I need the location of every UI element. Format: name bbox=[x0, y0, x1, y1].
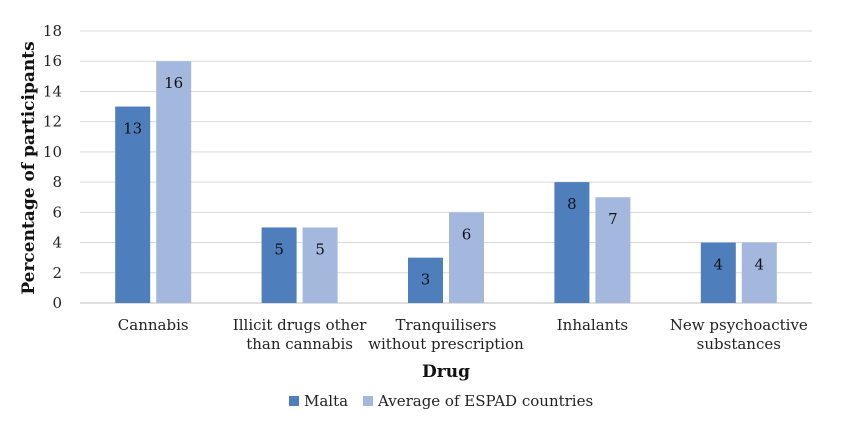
y-tick-label: 12 bbox=[43, 113, 62, 131]
y-axis-ticks: 0 2 4 6 8 10 12 14 16 18 bbox=[43, 22, 62, 312]
data-label: 4 bbox=[714, 256, 724, 274]
y-tick-label: 2 bbox=[52, 264, 62, 282]
bar bbox=[449, 212, 484, 303]
y-tick-label: 10 bbox=[43, 143, 62, 161]
gridlines bbox=[80, 30, 812, 304]
bars bbox=[115, 61, 777, 303]
legend-swatch bbox=[289, 396, 299, 406]
bar bbox=[156, 61, 192, 303]
data-label: 8 bbox=[567, 195, 577, 213]
bar bbox=[115, 106, 151, 303]
legend: Malta Average of ESPAD countries bbox=[289, 392, 593, 410]
y-tick-label: 0 bbox=[52, 294, 62, 312]
x-axis-categories: Cannabis Illicit drugs other than cannabis… bbox=[118, 316, 808, 353]
data-label: 13 bbox=[123, 120, 142, 138]
bar bbox=[302, 227, 338, 303]
data-label: 3 bbox=[421, 271, 431, 289]
x-category-label: Cannabis bbox=[118, 316, 189, 334]
y-tick-label: 14 bbox=[43, 82, 62, 100]
x-category-label: New psychoactive substances bbox=[670, 316, 808, 353]
y-tick-label: 8 bbox=[52, 173, 62, 191]
data-label: 5 bbox=[274, 240, 284, 258]
data-label: 6 bbox=[462, 225, 472, 243]
legend-label: Malta bbox=[304, 392, 348, 410]
y-tick-label: 6 bbox=[52, 203, 62, 221]
bar bbox=[700, 242, 736, 303]
y-axis-title: Percentage of participants bbox=[19, 41, 39, 294]
bar bbox=[595, 197, 631, 303]
bar bbox=[554, 182, 590, 303]
data-label: 7 bbox=[608, 210, 618, 228]
data-label: 4 bbox=[755, 256, 765, 274]
y-tick-label: 16 bbox=[43, 52, 62, 70]
x-category-label: Illicit drugs other than cannabis bbox=[233, 316, 367, 353]
legend-swatch bbox=[363, 396, 373, 406]
data-label: 5 bbox=[315, 240, 325, 258]
legend-label: Average of ESPAD countries bbox=[377, 392, 593, 410]
bar bbox=[261, 227, 297, 303]
y-tick-label: 4 bbox=[52, 234, 62, 252]
data-label: 16 bbox=[164, 74, 183, 92]
bar bbox=[741, 242, 777, 303]
x-category-label: Inhalants bbox=[557, 316, 628, 334]
x-category-label: Tranquilisers without prescription bbox=[368, 316, 524, 353]
bar bbox=[408, 257, 443, 303]
x-axis-title: Drug bbox=[422, 362, 470, 382]
data-labels: 13 16 5 5 3 6 8 7 4 4 bbox=[123, 74, 764, 288]
y-tick-label: 18 bbox=[43, 22, 62, 40]
